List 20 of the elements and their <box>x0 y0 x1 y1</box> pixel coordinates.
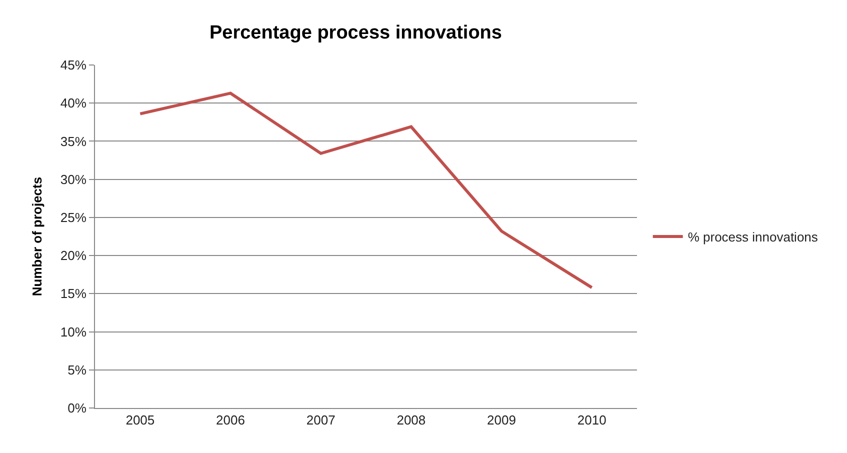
x-tick-label: 2007 <box>306 412 336 428</box>
y-tick-label: 35% <box>60 134 87 149</box>
y-tick-label: 15% <box>60 286 87 302</box>
chart-title: Percentage process innovations <box>209 22 502 44</box>
x-tick-label: 2010 <box>577 412 606 428</box>
y-tick-label: 0% <box>68 400 87 416</box>
x-tick-label: 2005 <box>126 412 155 428</box>
y-tick-label: 10% <box>60 324 87 340</box>
legend-label: % process innovations <box>688 230 818 245</box>
x-tick-label: 2006 <box>216 412 245 428</box>
y-axis-title: Number of projects <box>29 176 44 296</box>
y-tick-label: 30% <box>60 172 87 187</box>
line-series <box>138 92 594 290</box>
x-tick-label: 2008 <box>396 412 426 428</box>
x-tick-label: 2009 <box>487 412 516 428</box>
y-tick-label: 20% <box>60 248 87 264</box>
y-tick-label: 45% <box>60 58 87 73</box>
y-tick-label: 5% <box>68 362 87 378</box>
y-tick-label: 40% <box>60 96 87 111</box>
y-tick-label: 25% <box>60 210 87 225</box>
